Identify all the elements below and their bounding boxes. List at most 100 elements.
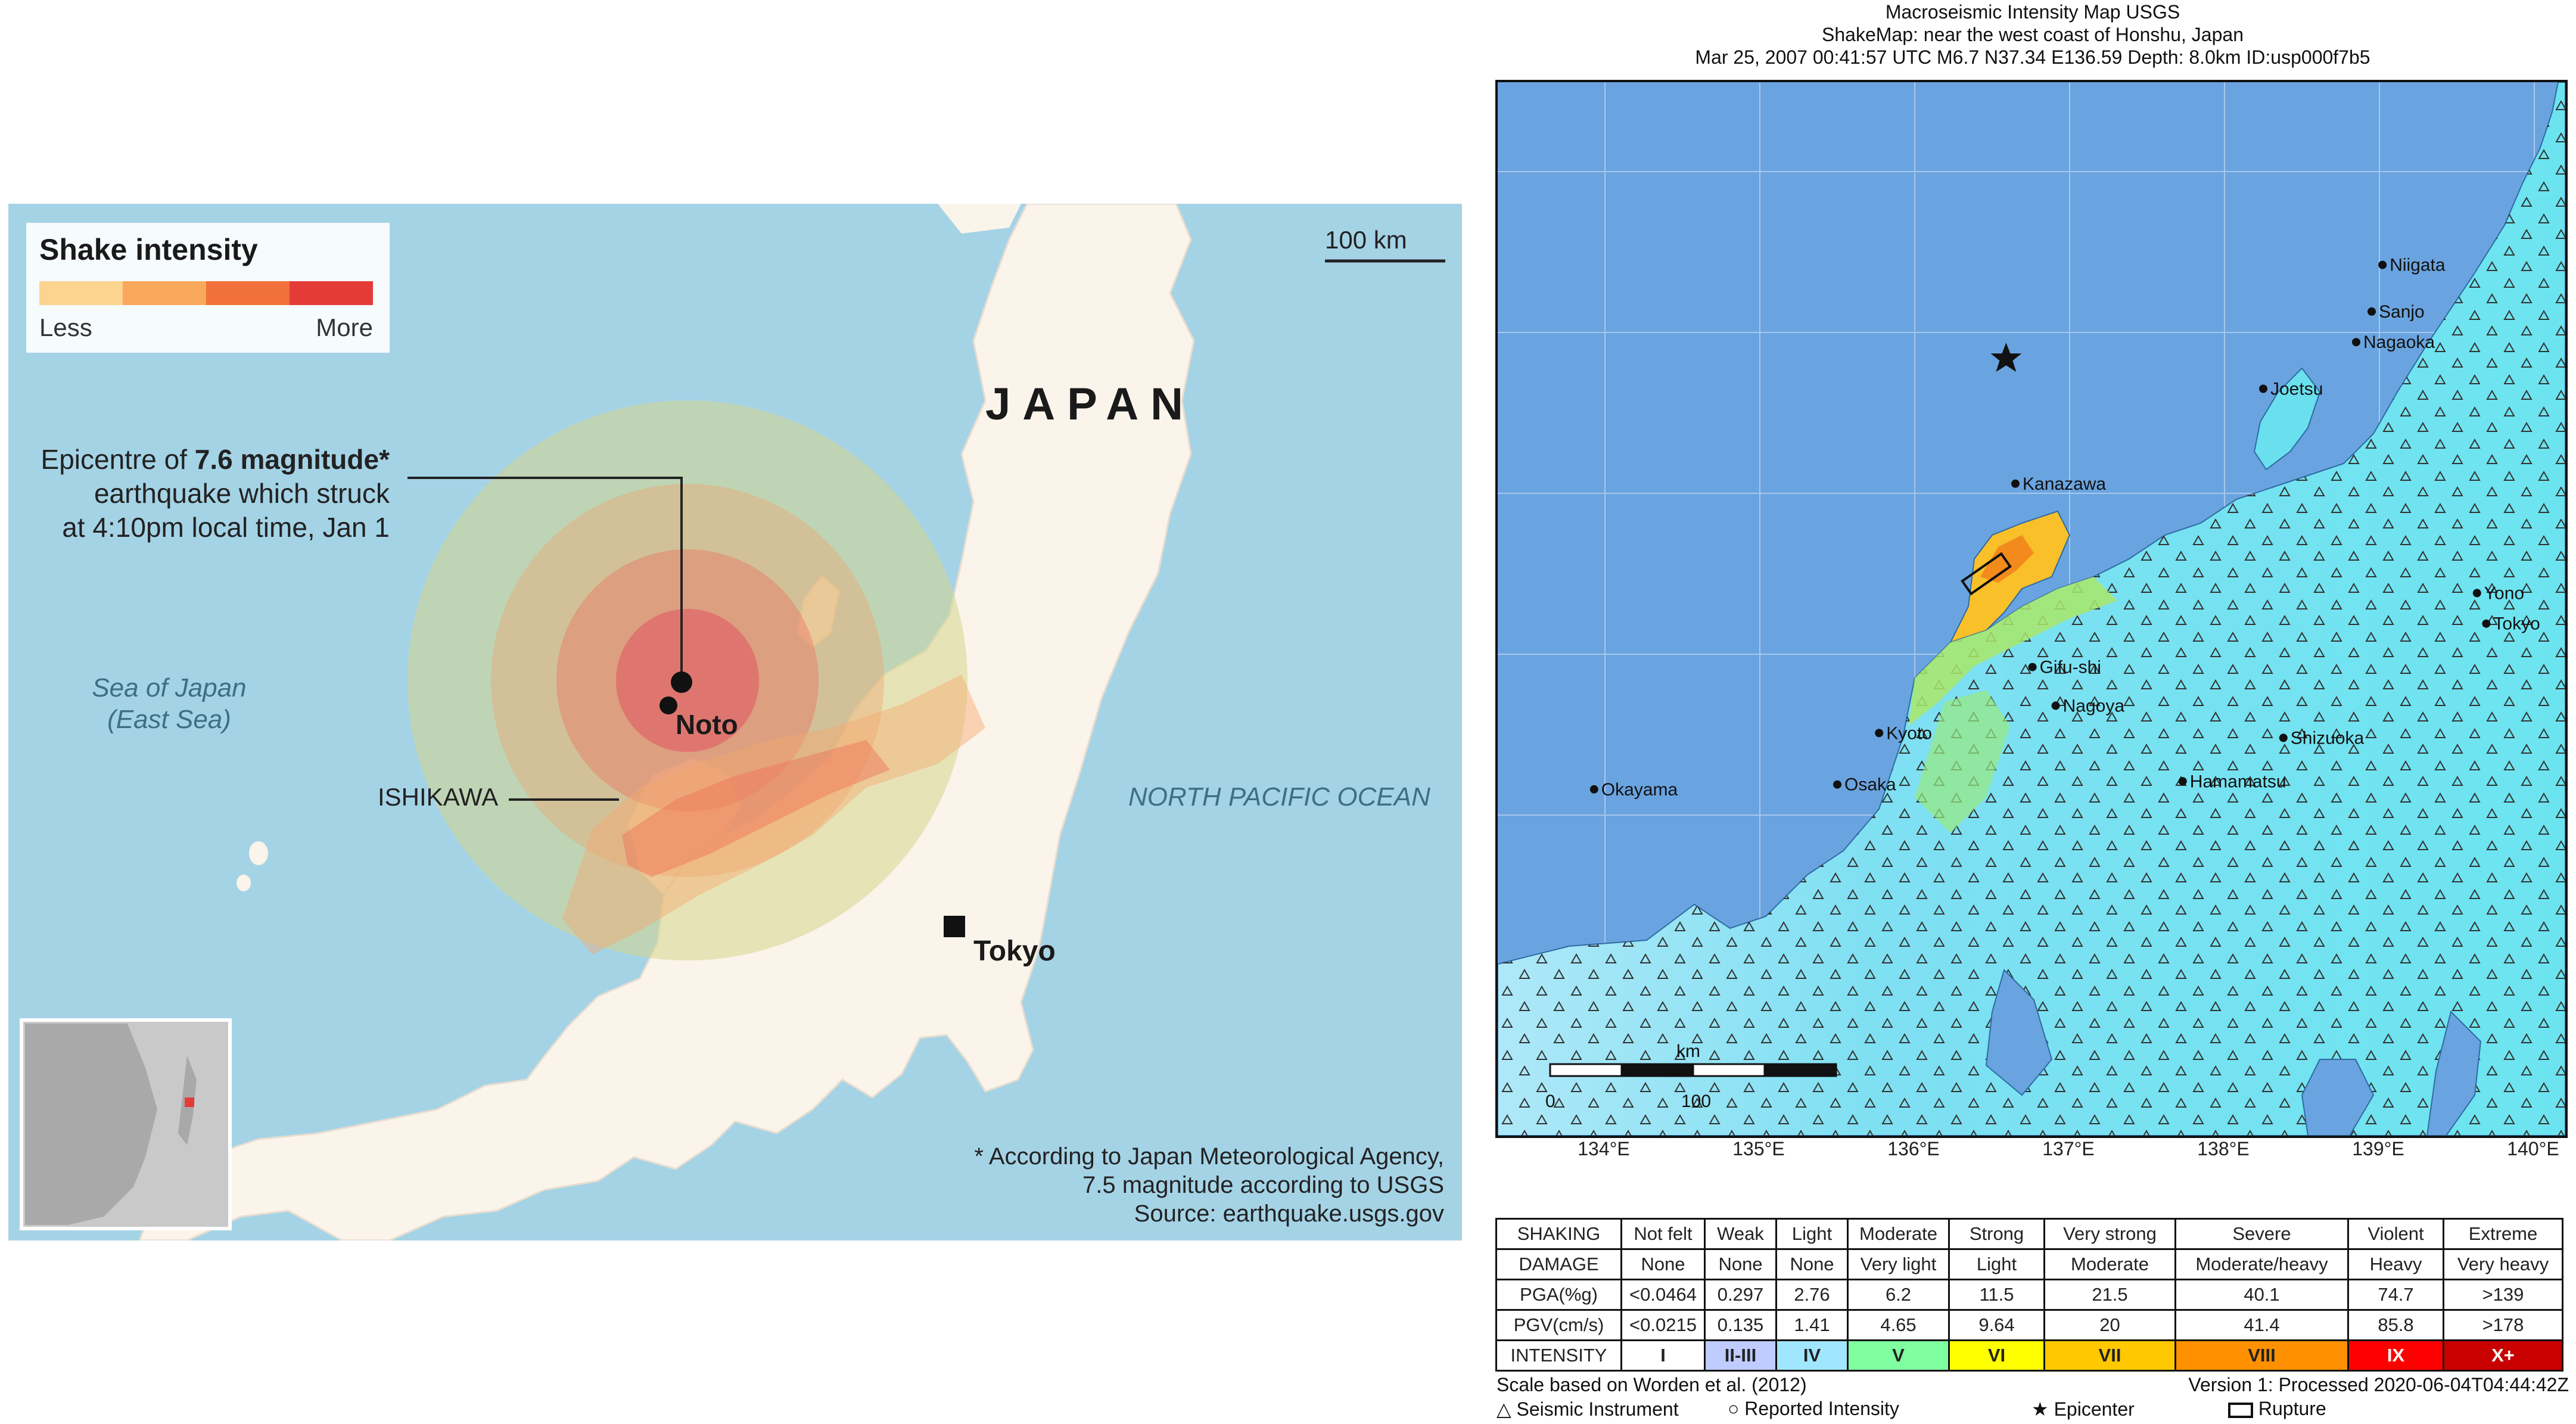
epicentre-prefix: Epicentre of	[41, 444, 195, 475]
epicentre-leader-line	[407, 477, 683, 680]
city-marker	[2028, 663, 2037, 671]
city-label: Kanazawa	[2023, 474, 2106, 494]
table-cell: 0.297	[1704, 1279, 1777, 1311]
legend-more-label: More	[316, 313, 373, 341]
table-cell: None	[1620, 1248, 1706, 1280]
intensity-cell: VIII	[2174, 1339, 2349, 1372]
hokkaido	[938, 204, 1021, 234]
epicentre-line-2: earthquake which struck	[94, 478, 390, 509]
sado-island	[2253, 367, 2321, 471]
legend-instrument: △ Seismic Instrument	[1497, 1398, 1679, 1420]
scale-bar: 100 km	[1325, 226, 1445, 263]
table-row: PGA(%g) <0.0464 0.297 2.76 6.2 11.5 21.5…	[1495, 1279, 2563, 1311]
small-island	[249, 841, 268, 865]
rectangle-icon	[2228, 1402, 2253, 1418]
scale-bar-label: 100 km	[1325, 226, 1407, 254]
table-cell: 20	[2043, 1309, 2176, 1341]
inset-mainland	[25, 1024, 157, 1225]
suruga-bay	[2301, 1059, 2375, 1136]
table-cell: None	[1704, 1248, 1777, 1280]
east-sea-label: (East Sea)	[107, 705, 231, 734]
scale-reference: Scale based on Worden et al. (2012)	[1497, 1374, 1807, 1395]
table-cell: Very heavy	[2443, 1248, 2563, 1280]
intensity-cell: V	[1847, 1339, 1950, 1372]
inset-highlight	[185, 1097, 194, 1107]
city-marker	[2352, 338, 2360, 347]
noto-intensity-vii	[1949, 510, 2071, 643]
inset-locator-map	[20, 1018, 232, 1230]
intensity-inland-plume	[562, 674, 985, 954]
city-label: Nagoya	[2063, 696, 2125, 716]
shake-intensity-map: Shake intensity Less More 100 km JAPAN E…	[8, 204, 1462, 1240]
lon-label: 135°E	[1732, 1138, 1785, 1159]
table-cell: Not felt	[1620, 1218, 1706, 1250]
small-island	[628, 983, 640, 997]
footnote-line-2: 7.5 magnitude according to USGS	[1082, 1172, 1444, 1198]
table-cell: 9.64	[1948, 1309, 2045, 1341]
table-cell: Violent	[2347, 1218, 2444, 1250]
epicentre-marker	[671, 671, 692, 693]
ishikawa-annotation: ISHIKAWA	[378, 783, 619, 811]
lon-label: 139°E	[2352, 1138, 2404, 1159]
inland-intensity-v	[1915, 690, 2010, 833]
city-label: Kyoto	[1886, 723, 1932, 743]
table-cell: <0.0464	[1620, 1279, 1706, 1311]
legend-reported: ○ Reported Intensity	[1728, 1398, 1899, 1420]
row-header: INTENSITY	[1495, 1339, 1622, 1372]
scale-tick-100: 100	[1681, 1092, 1711, 1111]
table-cell: Severe	[2174, 1218, 2349, 1250]
intensity-cell: II-III	[1704, 1339, 1777, 1372]
row-header: DAMAGE	[1495, 1248, 1622, 1280]
star-icon: ★	[2031, 1398, 2049, 1420]
city-label: Okayama	[1601, 780, 1678, 800]
intensity-cell: VII	[2043, 1339, 2176, 1372]
country-label: JAPAN	[985, 379, 1195, 430]
scale-segment	[1692, 1063, 1766, 1077]
table-cell: 21.5	[2043, 1279, 2176, 1311]
epicentre-annotation: Epicentre of 7.6 magnitude* earthquake w…	[41, 444, 692, 693]
ise-bay	[1985, 969, 2053, 1096]
table-cell: Very strong	[2043, 1218, 2176, 1250]
noto-label: Noto	[676, 709, 738, 740]
inset-border	[20, 1018, 232, 1230]
scale-table-body: SHAKING Not felt Weak Light Moderate Str…	[1495, 1218, 2563, 1372]
table-row: PGV(cm/s) <0.0215 0.135 1.41 4.65 9.64 2…	[1495, 1309, 2563, 1341]
city-marker	[2051, 701, 2060, 710]
table-cell: Heavy	[2347, 1248, 2444, 1280]
table-cell: 0.135	[1704, 1309, 1777, 1341]
city-marker	[1589, 785, 1598, 794]
noto-marker	[659, 697, 677, 714]
city-layer: Niigata Sanjo Nagaoka Joetsu Kanazawa Yono Tok…	[1589, 256, 2540, 800]
city-marker	[2279, 733, 2288, 742]
table-cell: <0.0215	[1620, 1309, 1706, 1341]
legend-swatch-3	[206, 281, 290, 305]
legend-less-label: Less	[39, 313, 92, 341]
circle-icon: ○	[1728, 1398, 1740, 1419]
scale-tick-0: 0	[1545, 1092, 1555, 1111]
legend-swatch-4	[290, 281, 373, 305]
legend-swatch-1	[39, 281, 123, 305]
city-label: Nagaoka	[2363, 332, 2435, 352]
city-label: Shizuoka	[2291, 728, 2365, 748]
row-header: PGA(%g)	[1495, 1279, 1622, 1311]
tokyo-marker	[944, 916, 965, 937]
table-cell: Moderate	[1847, 1218, 1950, 1250]
map-title: Macroseismic Intensity Map USGS	[1885, 1, 2180, 23]
city-label: Niigata	[2390, 256, 2446, 275]
table-cell: Extreme	[2443, 1218, 2563, 1250]
rupture-outline	[1960, 552, 2012, 596]
intensity-cell: IX	[2347, 1339, 2444, 1372]
map-subtitle: ShakeMap: near the west coast of Honshu,…	[1822, 24, 2244, 45]
table-cell: Light	[1948, 1248, 2045, 1280]
table-row: DAMAGE None None None Very light Light M…	[1495, 1248, 2563, 1280]
scale-segment	[1620, 1063, 1694, 1077]
city-marker	[2367, 307, 2376, 316]
table-cell: Weak	[1704, 1218, 1777, 1250]
legend-rupture: Rupture	[2228, 1398, 2326, 1420]
event-info: Mar 25, 2007 00:41:57 UTC M6.7 N37.34 E1…	[1695, 46, 2370, 68]
city-label: Joetsu	[2270, 380, 2323, 399]
city-marker	[2472, 589, 2481, 598]
table-cell: 4.65	[1847, 1309, 1950, 1341]
legend-title: Shake intensity	[39, 233, 258, 266]
longitude-labels: 134°E 135°E 136°E 137°E 138°E 139°E 140°…	[1495, 1138, 2568, 1168]
